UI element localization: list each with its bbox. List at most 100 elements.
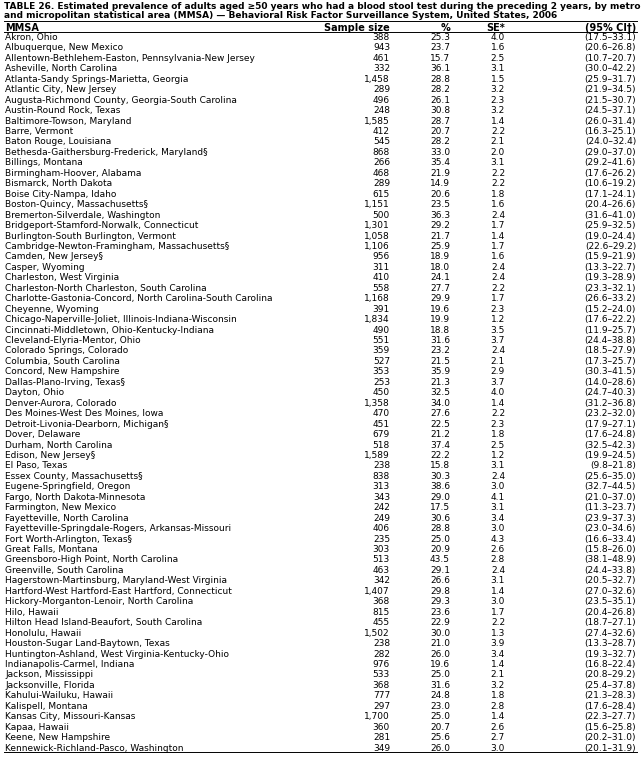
Text: Cheyenne, Wyoming: Cheyenne, Wyoming (5, 305, 99, 314)
Text: 29.9: 29.9 (430, 294, 450, 303)
Text: Boise City-Nampa, Idaho: Boise City-Nampa, Idaho (5, 190, 117, 199)
Text: (10.6–19.2): (10.6–19.2) (585, 180, 636, 188)
Text: 1.7: 1.7 (490, 221, 505, 230)
Text: 1.7: 1.7 (490, 242, 505, 251)
Text: 37.4: 37.4 (430, 440, 450, 449)
Text: 406: 406 (373, 524, 390, 533)
Text: 31.6: 31.6 (430, 336, 450, 345)
Text: 4.0: 4.0 (491, 388, 505, 397)
Text: (24.0–32.4): (24.0–32.4) (585, 137, 636, 146)
Text: 2.4: 2.4 (491, 472, 505, 481)
Text: 463: 463 (373, 566, 390, 575)
Text: 313: 313 (373, 482, 390, 491)
Text: 23.0: 23.0 (430, 702, 450, 711)
Text: Atlanta-Sandy Springs-Marietta, Georgia: Atlanta-Sandy Springs-Marietta, Georgia (5, 75, 188, 84)
Text: Dover, Delaware: Dover, Delaware (5, 430, 80, 439)
Text: 25.0: 25.0 (430, 670, 450, 679)
Text: 2.9: 2.9 (491, 368, 505, 377)
Text: 238: 238 (373, 639, 390, 648)
Text: 391: 391 (373, 305, 390, 314)
Text: %: % (440, 23, 450, 33)
Text: 3.2: 3.2 (491, 85, 505, 94)
Text: 19.9: 19.9 (430, 315, 450, 324)
Text: (21.9–34.5): (21.9–34.5) (585, 85, 636, 94)
Text: (13.3–28.7): (13.3–28.7) (585, 639, 636, 648)
Text: (11.3–23.7): (11.3–23.7) (585, 503, 636, 512)
Text: 1.6: 1.6 (490, 252, 505, 262)
Text: (19.3–32.7): (19.3–32.7) (585, 650, 636, 659)
Text: (29.0–37.0): (29.0–37.0) (585, 148, 636, 157)
Text: Charlotte-Gastonia-Concord, North Carolina-South Carolina: Charlotte-Gastonia-Concord, North Caroli… (5, 294, 272, 303)
Text: 3.7: 3.7 (490, 377, 505, 387)
Text: 21.7: 21.7 (430, 231, 450, 240)
Text: 26.0: 26.0 (430, 744, 450, 753)
Text: Kansas City, Missouri-Kansas: Kansas City, Missouri-Kansas (5, 713, 135, 721)
Text: Des Moines-West Des Moines, Iowa: Des Moines-West Des Moines, Iowa (5, 409, 163, 418)
Text: 3.4: 3.4 (491, 650, 505, 659)
Text: Atlantic City, New Jersey: Atlantic City, New Jersey (5, 85, 117, 94)
Text: 3.2: 3.2 (491, 681, 505, 690)
Text: 1,168: 1,168 (364, 294, 390, 303)
Text: 3.1: 3.1 (490, 503, 505, 512)
Text: (15.2–24.0): (15.2–24.0) (585, 305, 636, 314)
Text: 33.0: 33.0 (430, 148, 450, 157)
Text: 343: 343 (373, 493, 390, 502)
Text: 2.6: 2.6 (491, 722, 505, 731)
Text: 36.1: 36.1 (430, 64, 450, 74)
Text: 1.4: 1.4 (491, 231, 505, 240)
Text: 2.4: 2.4 (491, 566, 505, 575)
Text: (17.6–24.8): (17.6–24.8) (585, 430, 636, 439)
Text: Cleveland-Elyria-Mentor, Ohio: Cleveland-Elyria-Mentor, Ohio (5, 336, 140, 345)
Text: Bismarck, North Dakota: Bismarck, North Dakota (5, 180, 112, 188)
Text: (27.4–32.6): (27.4–32.6) (585, 628, 636, 637)
Text: 2.3: 2.3 (491, 96, 505, 105)
Text: 1,834: 1,834 (364, 315, 390, 324)
Text: (21.0–37.0): (21.0–37.0) (585, 493, 636, 502)
Text: 450: 450 (373, 388, 390, 397)
Text: Asheville, North Carolina: Asheville, North Carolina (5, 64, 117, 74)
Text: 28.2: 28.2 (430, 85, 450, 94)
Text: Casper, Wyoming: Casper, Wyoming (5, 263, 85, 272)
Text: 2.7: 2.7 (491, 733, 505, 742)
Text: (25.9–31.7): (25.9–31.7) (585, 75, 636, 84)
Text: 36.3: 36.3 (430, 211, 450, 220)
Text: Edison, New Jersey§: Edison, New Jersey§ (5, 451, 96, 460)
Text: 388: 388 (373, 33, 390, 42)
Text: (29.2–41.6): (29.2–41.6) (585, 158, 636, 168)
Text: (17.6–28.4): (17.6–28.4) (585, 702, 636, 711)
Text: (17.1–24.1): (17.1–24.1) (585, 190, 636, 199)
Text: (95% CI†): (95% CI†) (585, 23, 636, 33)
Text: 21.5: 21.5 (430, 357, 450, 366)
Text: (19.3–28.9): (19.3–28.9) (585, 274, 636, 282)
Text: 4.1: 4.1 (491, 493, 505, 502)
Text: (31.2–36.8): (31.2–36.8) (585, 399, 636, 408)
Text: 2.2: 2.2 (491, 283, 505, 293)
Text: (16.3–25.1): (16.3–25.1) (585, 127, 636, 136)
Text: 289: 289 (373, 180, 390, 188)
Text: 28.7: 28.7 (430, 117, 450, 126)
Text: 976: 976 (373, 660, 390, 669)
Text: (22.6–29.2): (22.6–29.2) (585, 242, 636, 251)
Text: Charleston-North Charleston, South Carolina: Charleston-North Charleston, South Carol… (5, 283, 206, 293)
Text: (20.4–26.6): (20.4–26.6) (585, 200, 636, 209)
Text: Colorado Springs, Colorado: Colorado Springs, Colorado (5, 346, 128, 356)
Text: 311: 311 (373, 263, 390, 272)
Text: 461: 461 (373, 54, 390, 63)
Text: 238: 238 (373, 462, 390, 471)
Text: 14.9: 14.9 (430, 180, 450, 188)
Text: 558: 558 (373, 283, 390, 293)
Text: Boston-Quincy, Massachusetts§: Boston-Quincy, Massachusetts§ (5, 200, 148, 209)
Text: 1.4: 1.4 (491, 117, 505, 126)
Text: 2.8: 2.8 (491, 556, 505, 565)
Text: 30.8: 30.8 (430, 106, 450, 115)
Text: 490: 490 (373, 326, 390, 334)
Text: 25.3: 25.3 (430, 33, 450, 42)
Text: (10.7–20.7): (10.7–20.7) (585, 54, 636, 63)
Text: 4.0: 4.0 (491, 33, 505, 42)
Text: 1,407: 1,407 (364, 587, 390, 596)
Text: Indianapolis-Carmel, Indiana: Indianapolis-Carmel, Indiana (5, 660, 135, 669)
Text: (24.4–38.8): (24.4–38.8) (585, 336, 636, 345)
Text: MMSA: MMSA (5, 23, 39, 33)
Text: 496: 496 (373, 96, 390, 105)
Text: 1.7: 1.7 (490, 608, 505, 617)
